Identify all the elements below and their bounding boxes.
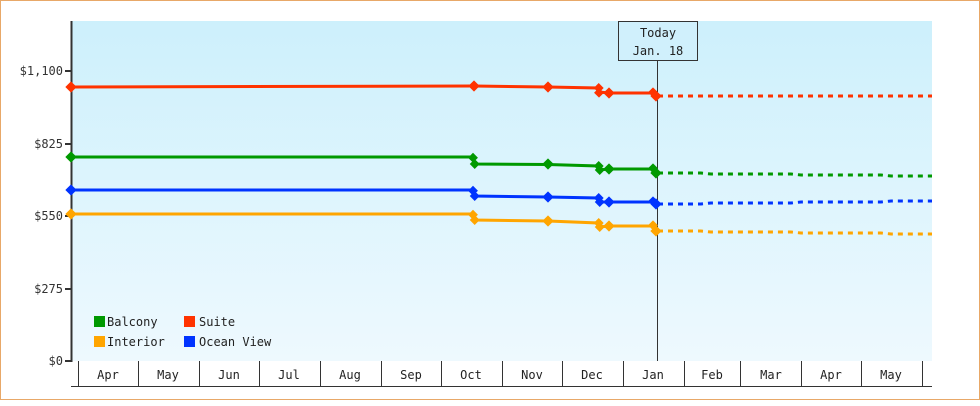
legend-label-balcony: Balcony xyxy=(107,315,158,329)
today-date: Jan. 18 xyxy=(633,44,684,58)
y-axis: $1,100 $825 $550 $275 $0 xyxy=(20,21,73,368)
x-tick-label: Nov xyxy=(521,368,543,382)
x-tick-label: May xyxy=(880,368,902,382)
legend-swatch-balcony xyxy=(94,316,105,327)
legend-label-interior: Interior xyxy=(107,335,165,349)
x-tick-label: Sep xyxy=(400,368,422,382)
today-marker: Today Jan. 18 xyxy=(618,21,698,361)
series-balcony xyxy=(65,151,932,179)
x-tick-label: Dec xyxy=(581,368,603,382)
x-tick-label: Apr xyxy=(820,368,842,382)
legend: Balcony Suite Interior Ocean View xyxy=(94,315,272,349)
series-ocean-view xyxy=(65,184,932,210)
legend-swatch-ocean-view xyxy=(184,336,195,347)
x-tick-label: Mar xyxy=(760,368,782,382)
y-tick-label: $275 xyxy=(34,282,63,296)
today-label: Today xyxy=(640,26,676,40)
x-tick-label: Oct xyxy=(460,368,482,382)
legend-swatch-suite xyxy=(184,316,195,327)
legend-swatch-interior xyxy=(94,336,105,347)
legend-label-ocean-view: Ocean View xyxy=(199,335,272,349)
x-tick-label: May xyxy=(157,368,179,382)
y-tick-label: $825 xyxy=(34,137,63,151)
x-tick-label: Apr xyxy=(97,368,119,382)
x-tick-label: Feb xyxy=(701,368,723,382)
x-axis xyxy=(71,361,932,387)
legend-label-suite: Suite xyxy=(199,315,235,329)
y-tick-label: $550 xyxy=(34,209,63,223)
x-tick-label: Aug xyxy=(339,368,361,382)
y-tick-label: $1,100 xyxy=(20,64,63,78)
x-tick-label: Jun xyxy=(218,368,240,382)
x-tick-label: Jul xyxy=(278,368,300,382)
x-tick-label: Jan xyxy=(642,368,664,382)
y-tick-label: $0 xyxy=(49,354,63,368)
